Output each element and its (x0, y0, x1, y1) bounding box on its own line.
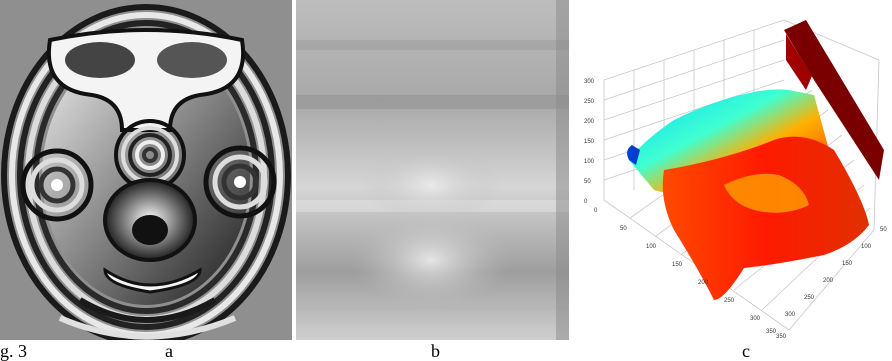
x-tick-label: 50 (880, 227, 887, 233)
surface-front (662, 136, 869, 300)
z-tick-label: 300 (584, 79, 595, 85)
x-tick-label: 100 (861, 244, 872, 250)
figure-label: g. 3 (0, 341, 27, 361)
z-tick-label: 0 (584, 199, 588, 205)
y-tick-label: 250 (724, 298, 735, 304)
x-tick-label: 250 (804, 295, 815, 301)
y-tick-label: 0 (594, 208, 598, 214)
y-tick-label: 200 (698, 280, 709, 286)
x-tick-label: 350 (766, 329, 777, 335)
z-tick-label: 50 (584, 179, 591, 185)
z-tick-label: 150 (584, 139, 595, 145)
x-tick-label: 300 (785, 312, 796, 318)
surface-wall (784, 20, 884, 180)
y-tick-label: 100 (646, 244, 657, 250)
caption-b: b (431, 341, 440, 361)
y-tick-label: 350 (776, 334, 787, 340)
panel-b-unwrapped-image (296, 0, 569, 340)
x-tick-label: 200 (823, 278, 834, 284)
y-tick-label: 300 (750, 316, 761, 322)
y-tick-label: 150 (672, 262, 683, 268)
panel-c-surface-plot: 300 250 200 150 100 50 0 0 50 100 150 200 250 300 350 3… (574, 0, 892, 340)
x-tick-label: 150 (842, 261, 853, 267)
z-tick-label: 200 (584, 119, 595, 125)
panel-a-fringe-image (0, 0, 292, 340)
y-tick-label: 50 (620, 226, 627, 232)
z-tick-label: 100 (584, 159, 595, 165)
caption-c: c (742, 341, 750, 361)
caption-a: a (165, 341, 173, 361)
z-tick-label: 250 (584, 99, 595, 105)
